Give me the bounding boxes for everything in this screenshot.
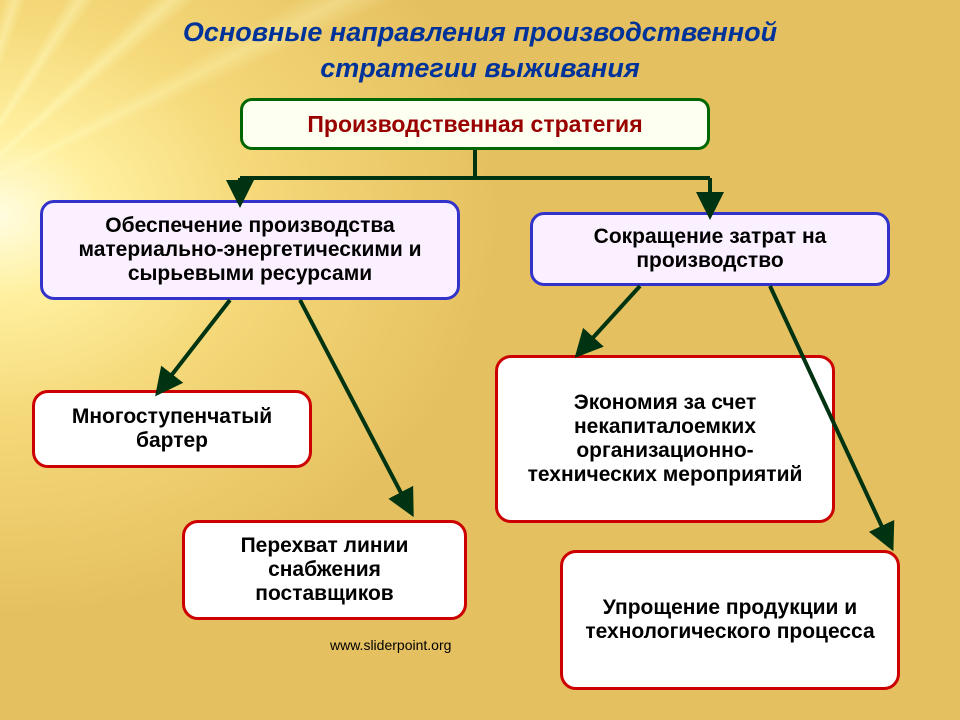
title-line1: Основные направления производственной	[183, 17, 777, 47]
node-left: Обеспечение производства материально-эне…	[40, 200, 460, 300]
node-right: Сокращение затрат на производство	[530, 212, 890, 286]
node-n3: Экономия за счет некапиталоемких организ…	[495, 355, 835, 523]
title-line2: стратегии выживания	[320, 53, 640, 83]
node-n1: Многоступенчатый бартер	[32, 390, 312, 468]
node-root: Производственная стратегия	[240, 98, 710, 150]
footer-link: www.sliderpoint.org	[330, 637, 451, 653]
slide-title: Основные направления производственной ст…	[0, 0, 960, 87]
node-n4: Упрощение продукции и технологического п…	[560, 550, 900, 690]
node-n2: Перехват линии снабжения поставщиков	[182, 520, 467, 620]
